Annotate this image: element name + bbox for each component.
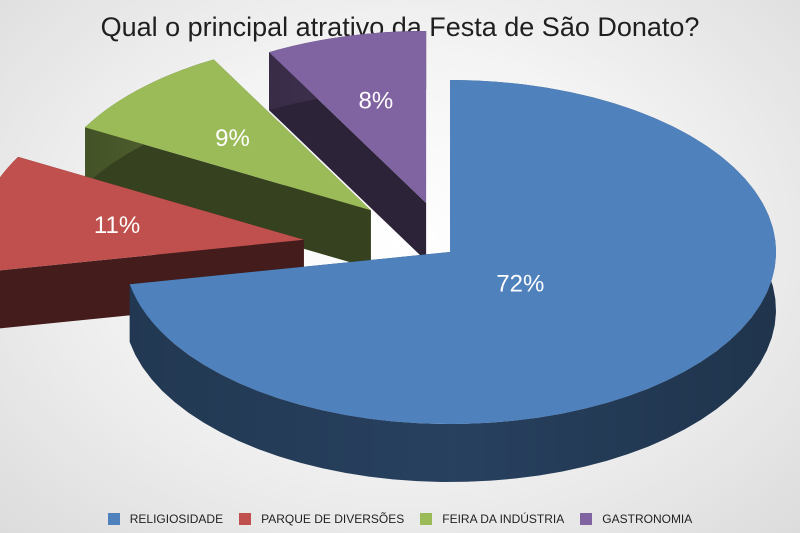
legend-item-parque: PARQUE DE DIVERSÕES: [239, 512, 404, 526]
data-label: 11%: [94, 212, 140, 239]
legend-swatch: [580, 513, 593, 525]
slice-top: [85, 59, 371, 211]
legend-label: RELIGIOSIDADE: [129, 512, 224, 526]
slice-wall: [269, 52, 427, 261]
legend-item-feira: FEIRA DA INDÚSTRIA: [420, 512, 564, 526]
legend: RELIGIOSIDADE PARQUE DE DIVERSÕES FEIRA …: [0, 512, 800, 526]
slice-wall: [85, 127, 371, 269]
data-label: 8%: [359, 88, 394, 115]
legend-item-gastronomia: GASTRONOMIA: [580, 512, 692, 526]
legend-label: PARQUE DE DIVERSÕES: [261, 512, 405, 526]
slice-top: [0, 156, 304, 271]
legend-item-religiosidade: RELIGIOSIDADE: [107, 512, 224, 526]
slice-top: [129, 80, 776, 424]
slice-top: [269, 30, 427, 203]
data-label: 72%: [496, 271, 544, 298]
pie-slice-feira-da-ind-stria: [85, 59, 371, 269]
legend-label: GASTRONOMIA: [602, 512, 693, 526]
legend-swatch: [107, 513, 120, 525]
data-label: 9%: [215, 125, 250, 152]
legend-swatch: [239, 513, 252, 525]
pie-slice-religiosidade: [129, 80, 776, 482]
legend-label: FEIRA DA INDÚSTRIA: [442, 512, 565, 526]
pie-slice-gastronomia: [269, 30, 427, 261]
legend-swatch: [420, 513, 433, 525]
